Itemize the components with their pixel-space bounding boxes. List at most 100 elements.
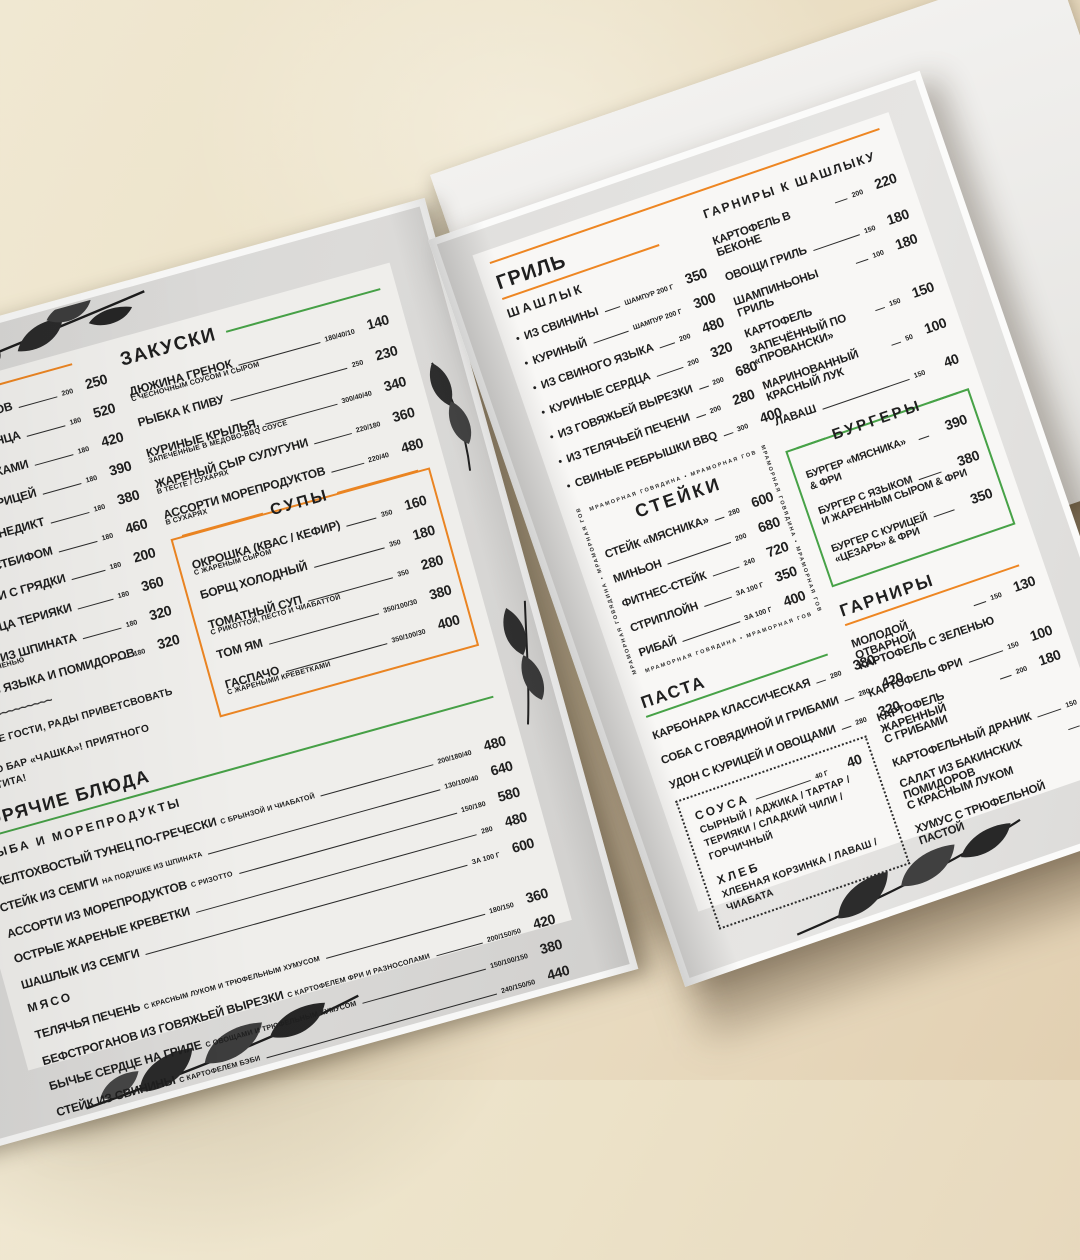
item-weight: 200/150/50 — [486, 927, 522, 944]
item-weight: 200 — [678, 332, 692, 344]
item-weight: 150 — [989, 591, 1003, 603]
leader-line — [656, 366, 684, 377]
item-weight: 200 — [708, 404, 723, 416]
item-weight: 200 — [734, 532, 748, 544]
item-weight: 350 — [380, 509, 394, 519]
item-weight: 300/40/40 — [340, 390, 373, 406]
item-weight: 350/100/30 — [382, 598, 419, 615]
item-weight: 200/180/40 — [436, 749, 473, 766]
item-note: С РИЗОТТО — [189, 868, 234, 889]
item-price: 140 — [364, 311, 391, 333]
item-price: 380 — [115, 486, 142, 508]
item-price: 300 — [691, 289, 718, 312]
item-weight: 350/100/30 — [390, 628, 427, 645]
item-price: 350 — [682, 264, 710, 287]
item-price: 480 — [398, 434, 425, 457]
item-price: 250 — [83, 370, 110, 393]
bullet-icon: • — [556, 455, 565, 469]
item-weight: 180 — [68, 416, 83, 427]
leader-line — [835, 198, 848, 204]
item-weight: 280 — [480, 825, 494, 836]
leader-line — [704, 596, 732, 607]
item-weight: 180 — [85, 474, 99, 485]
leader-line — [1000, 674, 1012, 680]
item-weight: 180/40/10 — [323, 328, 356, 344]
leader-line — [314, 433, 352, 445]
item-price: 320 — [147, 601, 174, 624]
item-price: 160 — [402, 491, 429, 514]
item-weight: 280 — [854, 716, 869, 727]
item-weight: 200 — [850, 188, 865, 200]
item-price: 280 — [418, 551, 445, 573]
bullet-icon: • — [548, 431, 556, 444]
item-weight: ЗА 100 Г — [734, 581, 765, 598]
leader-line — [973, 600, 987, 607]
item-weight: 50 — [904, 333, 915, 343]
item-price: 390 — [942, 410, 970, 434]
item-weight: 280 — [829, 670, 843, 681]
leader-line — [78, 598, 114, 610]
item-price: 130 — [1010, 572, 1038, 595]
item-price: 380 — [427, 581, 454, 603]
item-price: 580 — [495, 783, 522, 805]
leader-line — [714, 516, 725, 521]
item-weight: 220/40 — [367, 451, 390, 465]
leader-line — [968, 650, 1004, 663]
item-weight: 200 — [60, 387, 75, 398]
item-price: 230 — [373, 342, 400, 364]
item-weight: 280 — [727, 507, 741, 518]
item-weight: 200 — [711, 376, 725, 387]
leaf-illustration-bottom — [777, 810, 1039, 942]
item-weight: 180 — [133, 648, 147, 659]
item-weight: 180 — [117, 590, 131, 601]
leader-line — [82, 627, 122, 640]
item-weight: 350 — [396, 568, 410, 579]
leader-line — [58, 540, 98, 553]
right-page-art-frame: ГРИЛЬ ШАШЛЫК • ИЗ СВИНИНЫ ШАМПУР 200 Г 3… — [436, 79, 1080, 979]
item-price: 600 — [509, 834, 536, 856]
item-weight: ЗА 100 Г — [470, 851, 501, 866]
leader-line — [50, 511, 90, 524]
item-price: 480 — [502, 808, 529, 831]
item-price: 600 — [748, 488, 776, 511]
item-price: 350 — [772, 562, 800, 585]
bullet-icon: • — [514, 332, 522, 346]
item-weight: 240/150/50 — [500, 978, 537, 995]
item-price: 480 — [481, 731, 508, 754]
bullet-icon: • — [565, 480, 573, 493]
item-name: ТОМ ЯМ — [214, 635, 265, 662]
leader-line — [604, 305, 621, 313]
leaf-illustration — [484, 592, 561, 729]
item-price: 480 — [699, 313, 727, 337]
leader-line — [593, 330, 630, 344]
leader-line — [18, 396, 58, 408]
item-weight: 150/100/150 — [489, 953, 529, 971]
item-price: 180 — [893, 230, 920, 253]
item-weight: 180/150 — [488, 902, 515, 916]
item-price: 360 — [523, 884, 550, 907]
leaf-illustration — [419, 352, 490, 478]
item-price: 360 — [390, 403, 417, 426]
item-price: 520 — [91, 399, 118, 421]
leader-line — [855, 258, 869, 264]
item-price: 680 — [755, 513, 783, 536]
leader-line — [1068, 725, 1080, 731]
leader-line — [712, 566, 740, 577]
item-price: 400 — [781, 587, 808, 610]
item-weight: 150 — [863, 224, 877, 236]
item-weight: 150/180 — [460, 800, 487, 814]
item-price: 340 — [381, 372, 408, 395]
bullet-icon: • — [539, 406, 548, 420]
item-weight: 150 — [913, 369, 927, 380]
item-price: 200 — [131, 544, 158, 566]
item-weight: 200 — [686, 357, 701, 368]
item-price: 420 — [99, 428, 126, 450]
item-weight: ЗА 100 Г — [743, 606, 774, 623]
leader-line — [918, 435, 930, 441]
item-weight: 180 — [77, 445, 91, 456]
item-price: 440 — [545, 961, 571, 983]
leader-line — [42, 483, 82, 495]
item-weight: 180 — [93, 503, 107, 514]
item-price: 720 — [764, 537, 791, 561]
item-weight: 180 — [101, 532, 115, 543]
